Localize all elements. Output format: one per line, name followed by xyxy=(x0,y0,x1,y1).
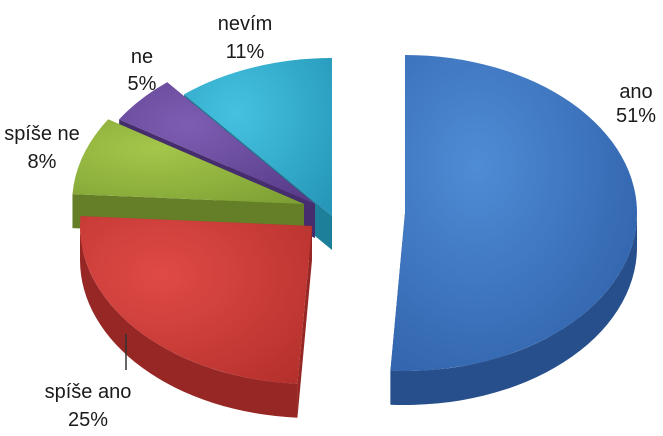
slice-wall-spise-ano-0 xyxy=(297,226,312,418)
slice-spise-ne xyxy=(72,119,305,204)
slice-side-ano xyxy=(390,213,637,406)
label-value-nevim: 11% xyxy=(226,41,265,63)
slice-ano xyxy=(390,55,637,371)
slice-side-spise-ano xyxy=(80,226,298,418)
label-value-spise-ne: 8% xyxy=(28,151,57,173)
label-category-spise-ne: spíše ne xyxy=(4,123,80,145)
slice-ne xyxy=(119,82,315,204)
label-category-nevim: nevím xyxy=(218,13,272,35)
slice-spise-ano xyxy=(79,216,312,384)
label-category-ano: ano xyxy=(619,81,652,103)
pie-tops xyxy=(72,55,637,384)
label-value-ne: 5% xyxy=(128,73,157,95)
label-value-spise-ano: 25% xyxy=(68,409,108,431)
label-category-spise-ano: spíše ano xyxy=(45,381,132,403)
label-value-ano: 51% xyxy=(616,105,656,127)
label-category-ne: ne xyxy=(131,46,153,68)
slice-nevim xyxy=(184,57,332,216)
